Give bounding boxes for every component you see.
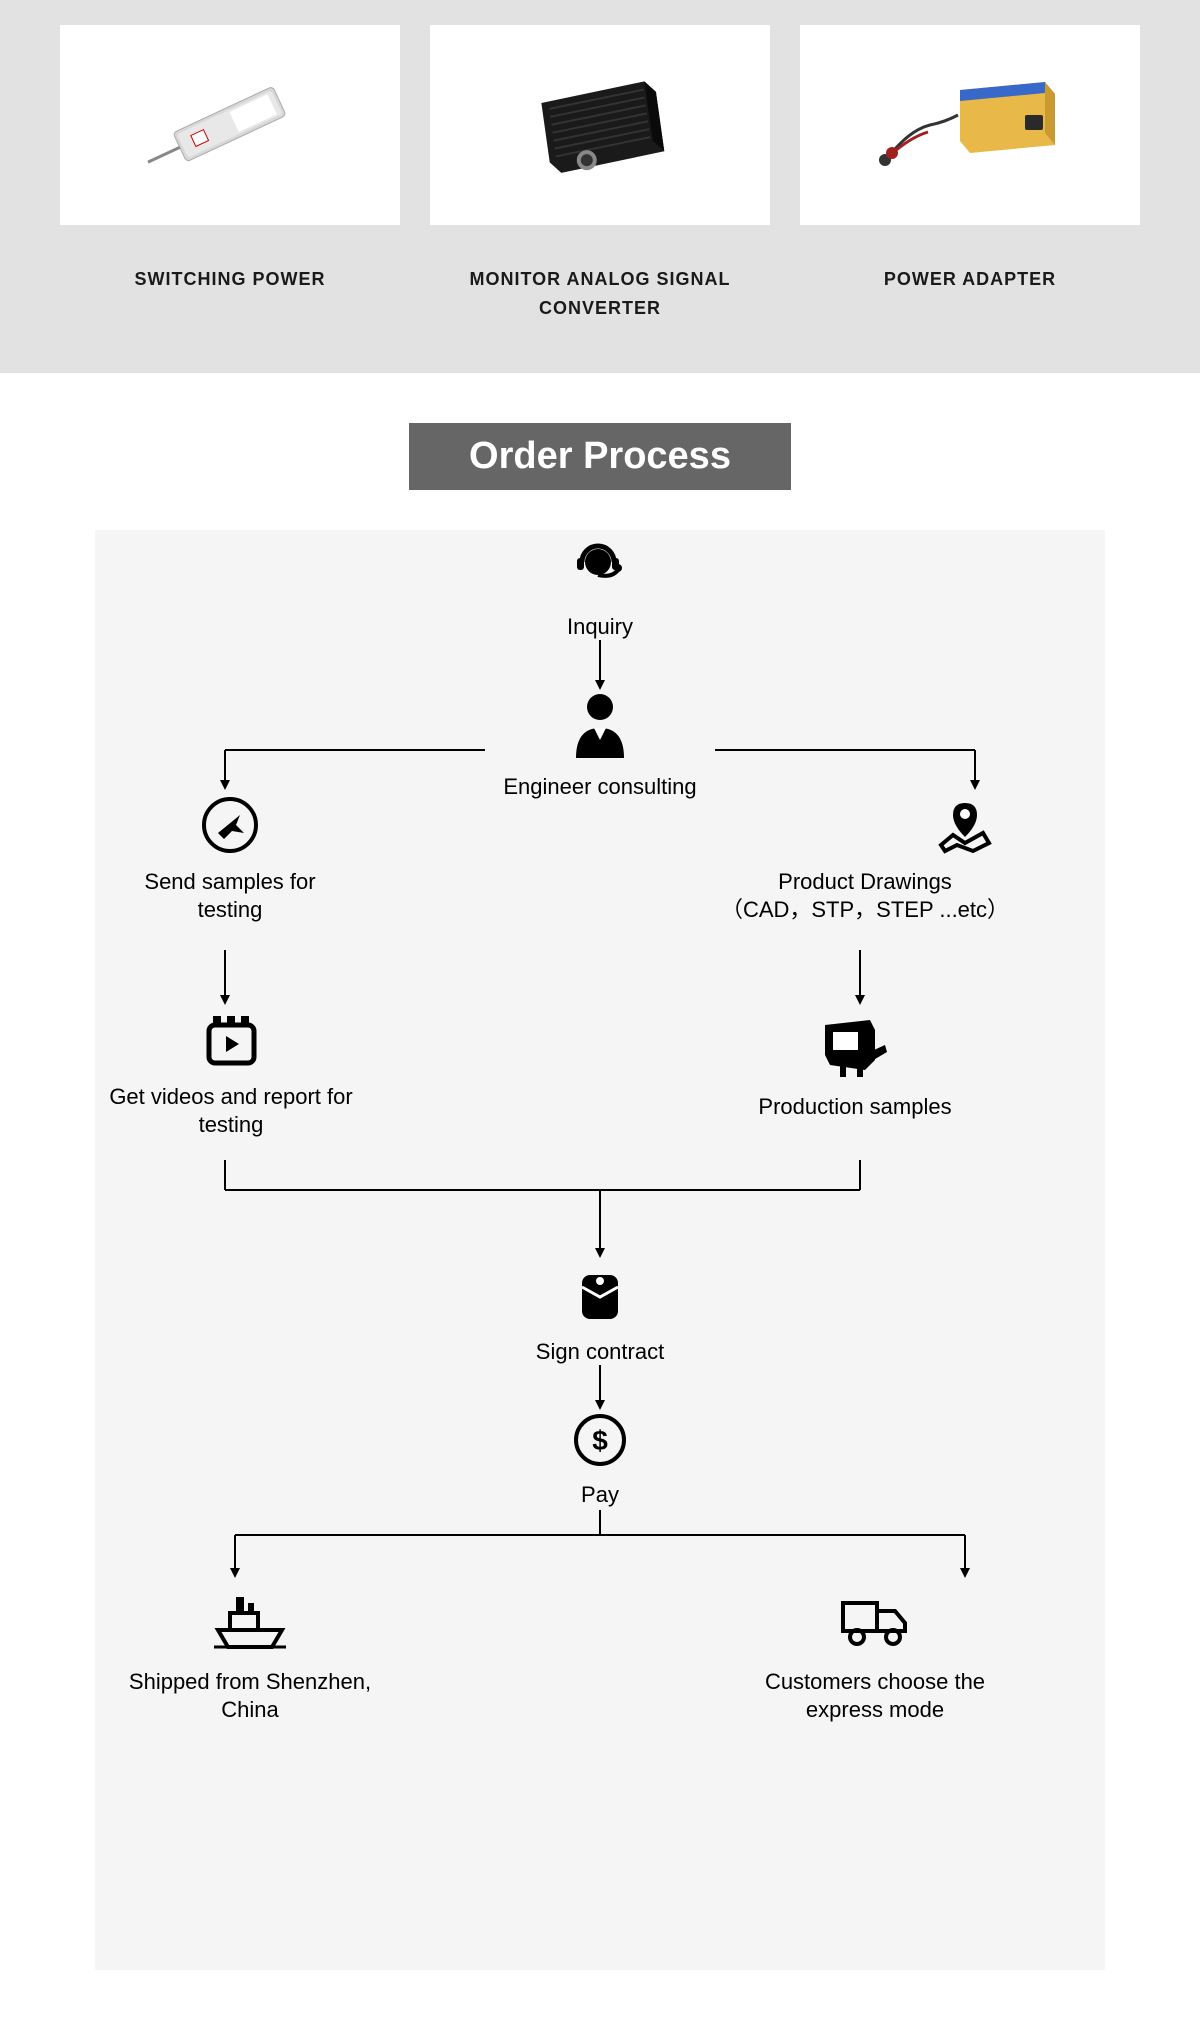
- product-card: POWER ADAPTER: [800, 25, 1140, 323]
- switching-power-icon: [140, 80, 320, 170]
- node-sign: Sign contract: [500, 1265, 700, 1367]
- arrow-down: [595, 640, 605, 690]
- map-pin-icon: [933, 795, 998, 855]
- contract-icon: [570, 1265, 630, 1325]
- svg-text:$: $: [592, 1425, 608, 1456]
- node-videos: Get videos and report for testing: [101, 1010, 361, 1140]
- arrow-down: [220, 950, 230, 1005]
- node-label: Customers choose the express mode: [735, 1668, 1015, 1725]
- node-shipped: Shipped from Shenzhen, China: [105, 1585, 395, 1725]
- merge-connector: [195, 1160, 1005, 1260]
- product-image: [430, 25, 770, 225]
- product-label: MONITOR ANALOG SIGNAL CONVERTER: [430, 265, 770, 323]
- video-icon: [199, 1010, 264, 1070]
- node-label: Sign contract: [500, 1338, 700, 1367]
- product-label: SWITCHING POWER: [135, 265, 326, 294]
- section-title-container: Order Process: [0, 373, 1200, 530]
- node-label: Shipped from Shenzhen, China: [105, 1668, 395, 1725]
- ship-icon: [210, 1585, 290, 1655]
- node-pay: $ Pay: [545, 1412, 655, 1510]
- arrow-down: [855, 950, 865, 1005]
- product-image: [60, 25, 400, 225]
- truck-icon: [835, 1585, 915, 1655]
- node-production: Production samples: [715, 1010, 995, 1122]
- product-image: [800, 25, 1140, 225]
- arrow-down: [595, 1365, 605, 1410]
- product-card: MONITOR ANALOG SIGNAL CONVERTER: [430, 25, 770, 323]
- node-inquiry: Inquiry: [525, 540, 675, 642]
- node-label: Inquiry: [525, 613, 675, 642]
- node-label: Get videos and report for testing: [101, 1083, 361, 1140]
- node-drawings: Product Drawings （CAD，STP，STEP ...etc）: [715, 795, 1015, 925]
- headset-icon: [570, 540, 630, 600]
- node-express: Customers choose the express mode: [735, 1585, 1015, 1725]
- machine-icon: [815, 1010, 895, 1080]
- dollar-icon: $: [572, 1412, 628, 1468]
- node-send-samples: Send samples for testing: [115, 795, 345, 925]
- signal-converter-icon: [510, 60, 690, 190]
- node-label: Production samples: [715, 1093, 995, 1122]
- node-label: Send samples for testing: [115, 868, 345, 925]
- power-adapter-icon: [870, 60, 1070, 190]
- branch-connector: [195, 730, 1005, 790]
- node-label: Pay: [545, 1481, 655, 1510]
- products-section: SWITCHING POWER MONITOR ANA: [0, 0, 1200, 373]
- product-label: POWER ADAPTER: [884, 265, 1056, 294]
- product-card: SWITCHING POWER: [60, 25, 400, 323]
- branch-connector: [205, 1510, 995, 1580]
- order-process-diagram: Inquiry Engineer consulting Send samples…: [95, 530, 1105, 1970]
- plane-icon: [200, 795, 260, 855]
- node-label: Product Drawings （CAD，STP，STEP ...etc）: [715, 868, 1015, 925]
- section-title: Order Process: [409, 423, 791, 490]
